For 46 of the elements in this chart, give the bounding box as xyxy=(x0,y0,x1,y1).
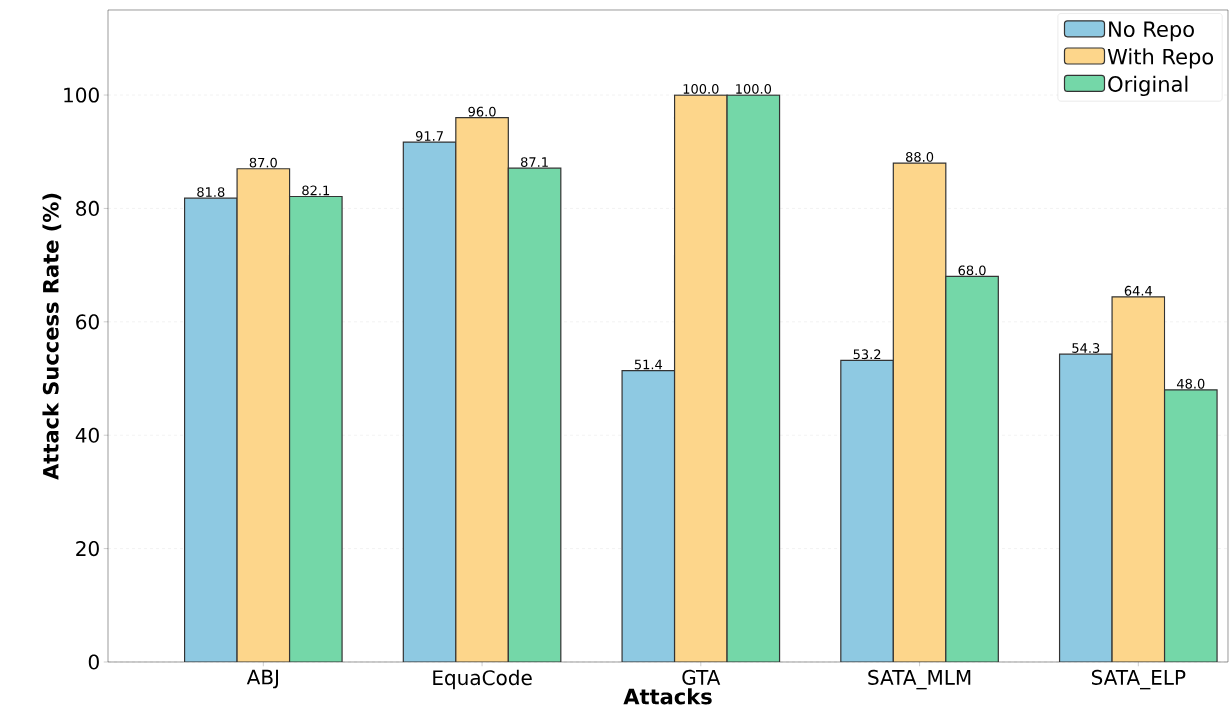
bar xyxy=(288,195,343,662)
bar xyxy=(403,142,456,662)
data-label: 53.2 xyxy=(853,349,881,360)
y-tick-label: 20 xyxy=(76,541,99,557)
y-tick-label: 100 xyxy=(64,87,99,103)
legend-label: Original xyxy=(1108,75,1188,97)
data-label: 81.8 xyxy=(197,187,225,198)
x-axis-title: Attacks xyxy=(623,688,712,705)
data-label: 88.0 xyxy=(905,152,934,162)
data-label: 82.1 xyxy=(302,185,330,196)
x-tick-label: SATA_ELP xyxy=(1091,669,1186,690)
data-label: 64.4 xyxy=(1124,285,1153,296)
bar xyxy=(508,168,561,662)
data-label: 51.4 xyxy=(634,359,663,370)
legend-label: With Repo xyxy=(1107,48,1214,69)
data-label: 96.0 xyxy=(468,106,496,117)
bar xyxy=(726,94,781,662)
bar xyxy=(892,162,947,662)
y-tick-label: 40 xyxy=(75,427,99,443)
data-label: 87.1 xyxy=(520,157,548,167)
bar xyxy=(673,94,728,662)
bar xyxy=(945,275,999,662)
data-label: 100.0 xyxy=(736,84,772,94)
bar xyxy=(1058,353,1113,662)
x-tick-label: EquaCode xyxy=(433,669,532,690)
y-tick-label: 0 xyxy=(88,654,99,670)
bar xyxy=(183,197,238,662)
bar xyxy=(455,117,509,662)
bar xyxy=(840,359,894,662)
x-tick-label: GTA xyxy=(682,669,721,685)
data-label: 100.0 xyxy=(683,84,719,94)
x-tick-label: SATA_MLM xyxy=(868,669,971,690)
y-tick-label: 80 xyxy=(76,200,99,216)
legend-label: No Repo xyxy=(1109,21,1194,42)
x-tick-label: ABJ xyxy=(246,669,279,689)
y-axis-title: Attack Success Rate (%) xyxy=(42,193,62,480)
data-label: 87.0 xyxy=(249,157,277,168)
data-label: 48.0 xyxy=(1176,378,1205,389)
bar xyxy=(1163,389,1218,662)
y-tick-label: 60 xyxy=(76,314,99,330)
data-label: 91.7 xyxy=(415,131,443,141)
bar xyxy=(621,369,676,662)
bar xyxy=(1111,296,1166,662)
bar xyxy=(236,168,291,662)
data-label: 68.0 xyxy=(958,265,986,276)
data-label: 54.3 xyxy=(1072,343,1100,353)
